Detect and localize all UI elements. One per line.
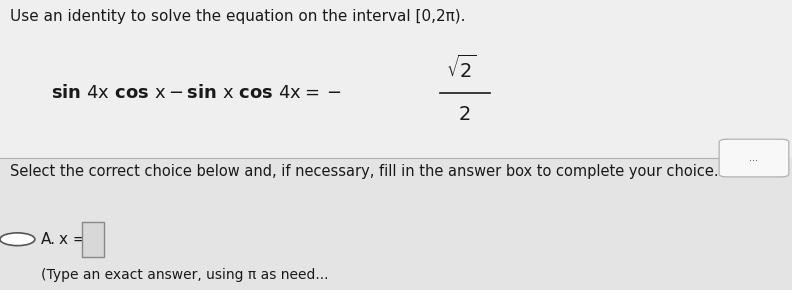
Text: (Type an exact answer, using π as need...: (Type an exact answer, using π as need..… — [41, 268, 329, 282]
Text: A.: A. — [41, 232, 56, 247]
Circle shape — [0, 233, 35, 246]
Text: x =: x = — [59, 232, 86, 247]
Text: Select the correct choice below and, if necessary, fill in the answer box to com: Select the correct choice below and, if … — [10, 164, 718, 179]
Bar — [0, 158, 792, 290]
Text: 2: 2 — [459, 105, 471, 124]
Text: Use an identity to solve the equation on the interval [0,2π).: Use an identity to solve the equation on… — [10, 9, 465, 24]
Text: $\sqrt{2}$: $\sqrt{2}$ — [446, 55, 476, 82]
Text: $\mathbf{sin}\ \mathrm{4x}\ \mathbf{cos}\ \mathrm{x}-\mathbf{sin}\ \mathrm{x}\ \: $\mathbf{sin}\ \mathrm{4x}\ \mathbf{cos}… — [51, 84, 342, 102]
FancyBboxPatch shape — [719, 139, 789, 177]
Bar — [82, 222, 104, 257]
Bar — [0, 0, 792, 158]
Text: ...: ... — [749, 153, 759, 163]
